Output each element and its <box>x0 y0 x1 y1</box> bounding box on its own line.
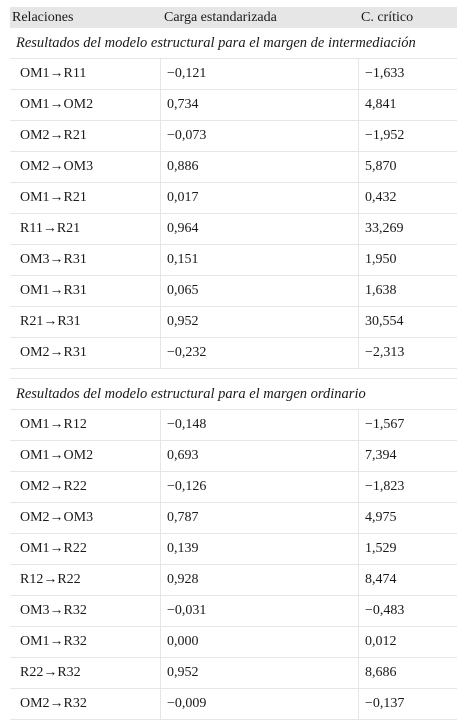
critical-value-cell: 4,841 <box>365 97 397 112</box>
critical-value-cell: −1,567 <box>365 417 405 432</box>
table-body: Resultados del modelo estructural para e… <box>10 28 457 720</box>
critical-value-cell: 0,012 <box>365 634 397 649</box>
table-row: OM2→R21 −0,073 −1,952 <box>10 121 457 152</box>
critical-value-cell: 1,529 <box>365 541 397 556</box>
table-row: OM1→OM2 0,734 4,841 <box>10 90 457 121</box>
loading-cell: 0,964 <box>161 214 359 244</box>
section-spacer <box>10 369 457 379</box>
relation-cell: OM3→R32 <box>10 596 161 626</box>
loading-cell: −0,009 <box>161 689 359 719</box>
relation-cell: R21→R31 <box>10 307 161 337</box>
relation-cell: OM2→R22 <box>10 472 161 502</box>
loading-cell: 0,787 <box>161 503 359 533</box>
relation-cell: OM1→R21 <box>10 183 161 213</box>
critical-value-cell: 33,269 <box>365 221 404 236</box>
loading-cell: −0,232 <box>161 338 359 368</box>
relation-cell: OM2→R21 <box>10 121 161 151</box>
critical-value-cell: −0,483 <box>365 603 405 618</box>
loading-cell: 0,928 <box>161 565 359 595</box>
table-row: OM2→OM3 0,886 5,870 <box>10 152 457 183</box>
table-row: OM1→R32 0,000 0,012 <box>10 627 457 658</box>
header-carga: Carga estandarizada <box>164 9 277 25</box>
critical-value-cell: −0,137 <box>365 696 405 711</box>
critical-value-cell: −1,823 <box>365 479 405 494</box>
table-row: R21→R31 0,952 30,554 <box>10 307 457 338</box>
loading-cell: 0,952 <box>161 307 359 337</box>
critical-value-cell: 7,394 <box>365 448 397 463</box>
table-row: OM3→R32 −0,031 −0,483 <box>10 596 457 627</box>
loading-cell: −0,121 <box>161 59 359 89</box>
header-relaciones: Relaciones <box>12 9 74 25</box>
table-row: R22→R32 0,952 8,686 <box>10 658 457 689</box>
critical-value-cell: 1,638 <box>365 283 397 298</box>
loading-cell: 0,151 <box>161 245 359 275</box>
loading-cell: 0,734 <box>161 90 359 120</box>
relation-cell: OM2→R31 <box>10 338 161 368</box>
critical-value-cell: 8,474 <box>365 572 397 587</box>
critical-value-cell: −1,633 <box>365 66 405 81</box>
relation-cell: OM2→R32 <box>10 689 161 719</box>
loading-cell: 0,886 <box>161 152 359 182</box>
relation-cell: OM1→R22 <box>10 534 161 564</box>
critical-value-cell: 5,870 <box>365 159 397 174</box>
table-row: OM1→R22 0,139 1,529 <box>10 534 457 565</box>
relation-cell: OM2→OM3 <box>10 152 161 182</box>
table-row: OM1→R21 0,017 0,432 <box>10 183 457 214</box>
loading-cell: 0,065 <box>161 276 359 306</box>
critical-value-cell: 0,432 <box>365 190 397 205</box>
critical-value-cell: −1,952 <box>365 128 405 143</box>
table-row: OM2→OM3 0,787 4,975 <box>10 503 457 534</box>
critical-value-cell: −2,313 <box>365 345 405 360</box>
relation-cell: OM1→R31 <box>10 276 161 306</box>
relation-cell: OM1→R12 <box>10 410 161 440</box>
table-row: R11→R21 0,964 33,269 <box>10 214 457 245</box>
relation-cell: OM2→OM3 <box>10 503 161 533</box>
table-row: OM2→R22 −0,126 −1,823 <box>10 472 457 503</box>
relation-cell: R11→R21 <box>10 214 161 244</box>
table-header: Relaciones Carga estandarizada C. crític… <box>10 7 457 28</box>
table-row: OM1→R11 −0,121 −1,633 <box>10 59 457 90</box>
relation-cell: R22→R32 <box>10 658 161 688</box>
relation-cell: OM1→OM2 <box>10 90 161 120</box>
critical-value-cell: 30,554 <box>365 314 404 329</box>
relation-cell: OM1→OM2 <box>10 441 161 471</box>
loading-cell: 0,000 <box>161 627 359 657</box>
relation-cell: R12→R22 <box>10 565 161 595</box>
loading-cell: −0,031 <box>161 596 359 626</box>
table-row: OM1→OM2 0,693 7,394 <box>10 441 457 472</box>
table-row: OM1→R31 0,065 1,638 <box>10 276 457 307</box>
relation-cell: OM1→R32 <box>10 627 161 657</box>
critical-value-cell: 8,686 <box>365 665 397 680</box>
loading-cell: −0,073 <box>161 121 359 151</box>
loading-cell: 0,693 <box>161 441 359 471</box>
relation-cell: OM1→R11 <box>10 59 161 89</box>
critical-value-cell: 4,975 <box>365 510 397 525</box>
loading-cell: 0,952 <box>161 658 359 688</box>
header-critico: C. crítico <box>361 9 414 25</box>
relation-cell: OM3→R31 <box>10 245 161 275</box>
table-row: OM1→R12 −0,148 −1,567 <box>10 410 457 441</box>
loading-cell: 0,017 <box>161 183 359 213</box>
loading-cell: 0,139 <box>161 534 359 564</box>
critical-value-cell: 1,950 <box>365 252 397 267</box>
loading-cell: −0,148 <box>161 410 359 440</box>
table-row: OM2→R32 −0,009 −0,137 <box>10 689 457 720</box>
table-row: OM2→R31 −0,232 −2,313 <box>10 338 457 369</box>
section-title: Resultados del modelo estructural para e… <box>10 28 457 59</box>
results-table: Relaciones Carga estandarizada C. crític… <box>10 7 457 720</box>
loading-cell: −0,126 <box>161 472 359 502</box>
section-title: Resultados del modelo estructural para e… <box>10 379 457 410</box>
table-row: R12→R22 0,928 8,474 <box>10 565 457 596</box>
table-row: OM3→R31 0,151 1,950 <box>10 245 457 276</box>
